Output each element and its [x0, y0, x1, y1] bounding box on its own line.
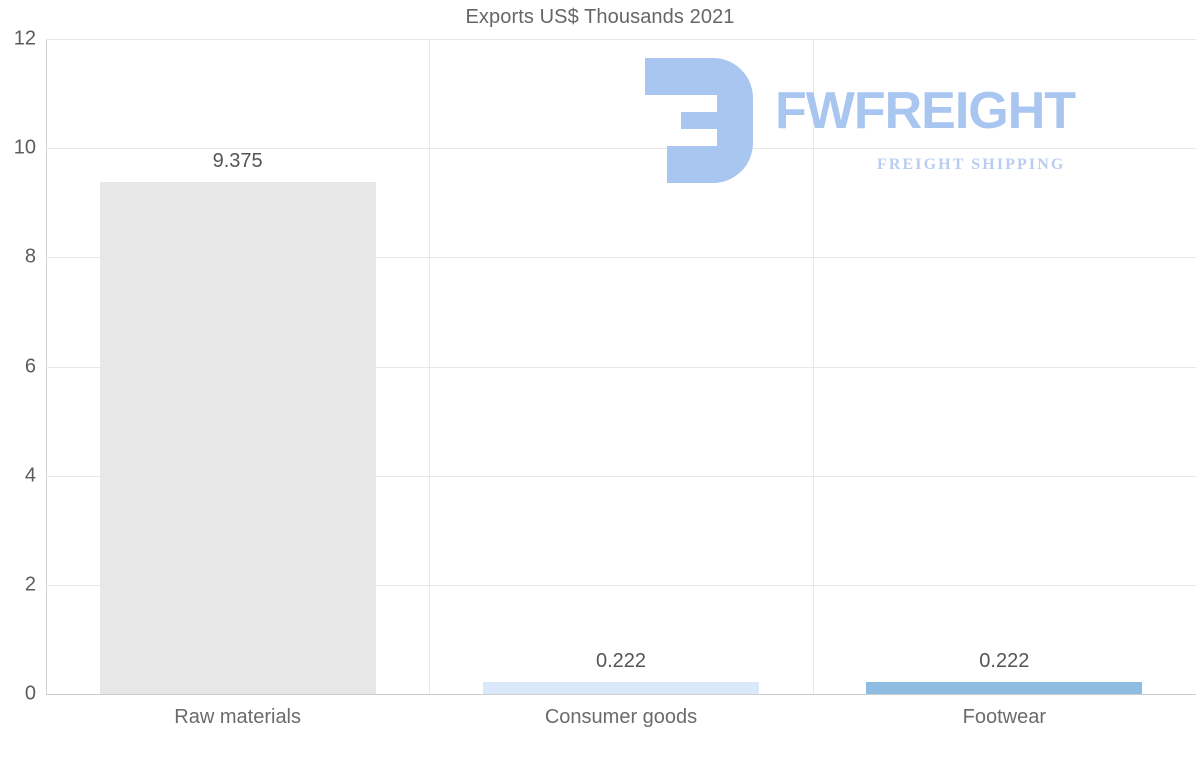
- gridline: [46, 694, 1196, 695]
- y-axis-tick-label: 2: [24, 573, 36, 596]
- gridline: [46, 475, 1196, 477]
- category-separator: [812, 39, 814, 694]
- bar-value-label: 9.375: [212, 150, 263, 173]
- bar[interactable]: [866, 681, 1143, 694]
- gridline: [46, 257, 1196, 259]
- plot-area: [46, 39, 1196, 695]
- bar[interactable]: [483, 681, 759, 694]
- gridline: [46, 584, 1196, 586]
- y-axis-tick-label: 6: [24, 355, 36, 377]
- x-axis-category-label: Footwear: [962, 706, 1047, 728]
- bar-value-label: 0.222: [595, 649, 647, 672]
- bar-value-label: 0.222: [979, 649, 1030, 672]
- x-axis-category-label: Consumer goods: [544, 706, 698, 728]
- y-axis-tick-label: 10: [13, 136, 36, 159]
- y-axis-tick-label: 12: [13, 27, 36, 50]
- x-axis-category-label: Raw materials: [174, 706, 302, 728]
- y-axis-tick-label: 0: [24, 682, 36, 705]
- y-axis-tick-label: 8: [24, 245, 36, 268]
- y-axis-tick-label: 4: [24, 464, 36, 487]
- gridline: [46, 39, 1196, 40]
- gridline: [46, 148, 1196, 150]
- bar[interactable]: [99, 182, 376, 694]
- chart-title: Exports US$ Thousands 2021: [465, 6, 735, 28]
- category-separator: [429, 39, 431, 694]
- gridline: [46, 366, 1196, 368]
